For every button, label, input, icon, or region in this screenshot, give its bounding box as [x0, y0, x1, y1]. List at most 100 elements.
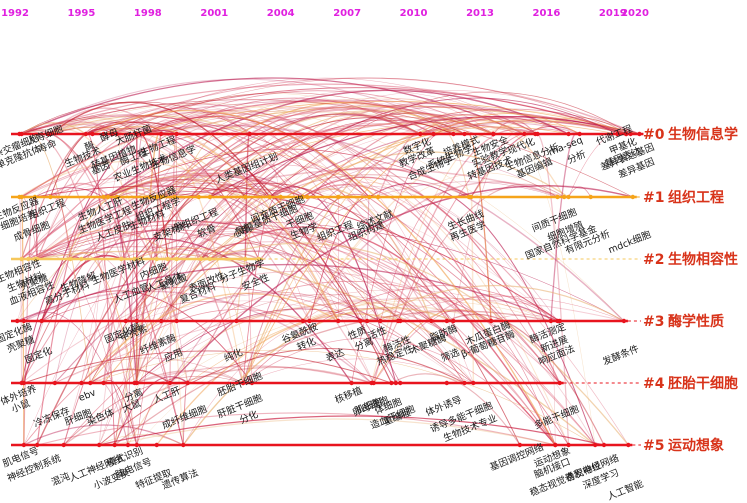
keyword-node[interactable]	[429, 318, 434, 324]
keyword-node[interactable]	[615, 131, 620, 137]
keyword-node[interactable]	[174, 131, 179, 137]
keyword-node[interactable]	[451, 318, 456, 324]
keyword-node[interactable]	[305, 194, 310, 200]
keyword-node[interactable]	[125, 442, 131, 448]
keyword-node[interactable]	[26, 256, 31, 262]
keyword-node[interactable]	[181, 442, 186, 448]
keyword-node[interactable]	[34, 442, 40, 448]
keyword-node[interactable]	[621, 318, 627, 324]
keyword-node[interactable]	[364, 318, 370, 324]
keyword-node[interactable]	[395, 318, 401, 324]
keyword-node[interactable]	[132, 256, 137, 262]
keyword-node[interactable]	[389, 380, 394, 386]
keyword-node[interactable]	[393, 380, 399, 386]
keyword-node[interactable]	[154, 256, 159, 262]
keyword-node[interactable]	[174, 256, 179, 262]
keyword-node[interactable]	[557, 318, 562, 324]
keyword-node[interactable]	[566, 442, 571, 448]
keyword-node[interactable]	[336, 194, 341, 200]
keyword-node[interactable]	[21, 318, 27, 324]
keyword-node[interactable]	[79, 256, 84, 262]
keyword-node[interactable]	[147, 194, 153, 200]
keyword-node[interactable]	[462, 380, 467, 386]
keyword-node[interactable]	[566, 194, 571, 200]
keyword-node[interactable]	[234, 318, 239, 324]
keyword-node[interactable]	[105, 194, 111, 200]
keyword-node[interactable]	[577, 131, 582, 137]
keyword-node[interactable]	[553, 442, 558, 448]
keyword-node[interactable]	[154, 442, 159, 448]
keyword-node[interactable]	[592, 442, 598, 448]
keyword-node[interactable]	[462, 131, 467, 137]
keyword-node[interactable]	[207, 256, 213, 262]
keyword-node[interactable]	[358, 318, 363, 324]
keyword-node[interactable]	[154, 194, 159, 200]
keyword-node[interactable]	[112, 442, 117, 448]
keyword-node[interactable]	[196, 194, 201, 200]
keyword-node[interactable]	[15, 318, 20, 324]
keyword-node[interactable]	[249, 380, 255, 386]
keyword-node[interactable]	[198, 256, 204, 262]
keyword-node[interactable]	[158, 131, 164, 137]
keyword-node[interactable]	[336, 318, 341, 324]
keyword-node[interactable]	[307, 318, 312, 324]
keyword-node[interactable]	[517, 442, 523, 448]
keyword-node[interactable]	[278, 194, 283, 200]
keyword-node[interactable]	[110, 131, 115, 137]
keyword-node[interactable]	[300, 194, 306, 200]
keyword-node[interactable]	[256, 256, 261, 262]
keyword-node[interactable]	[557, 380, 562, 386]
keyword-node[interactable]	[32, 194, 38, 200]
keyword-node[interactable]	[101, 131, 106, 137]
keyword-node[interactable]	[119, 256, 124, 262]
keyword-node[interactable]	[132, 380, 137, 386]
keyword-node[interactable]	[431, 131, 436, 137]
keyword-node[interactable]	[68, 256, 73, 262]
keyword-node[interactable]	[555, 194, 560, 200]
keyword-node[interactable]	[630, 194, 635, 200]
keyword-node[interactable]	[134, 442, 139, 448]
keyword-node[interactable]	[96, 442, 102, 448]
keyword-node[interactable]	[601, 442, 607, 448]
keyword-node[interactable]	[88, 380, 93, 386]
keyword-node[interactable]	[626, 442, 631, 448]
keyword-node[interactable]	[61, 442, 66, 448]
keyword-node[interactable]	[19, 194, 24, 200]
keyword-node[interactable]	[243, 194, 248, 200]
keyword-node[interactable]	[398, 380, 403, 386]
keyword-node[interactable]	[623, 131, 629, 137]
keyword-node[interactable]	[39, 318, 44, 324]
keyword-node[interactable]	[19, 256, 24, 262]
keyword-node[interactable]	[79, 380, 84, 386]
keyword-node[interactable]	[114, 131, 120, 137]
keyword-node[interactable]	[637, 131, 642, 137]
keyword-node[interactable]	[114, 194, 120, 200]
keyword-node[interactable]	[167, 380, 173, 386]
keyword-node[interactable]	[158, 318, 164, 324]
keyword-node[interactable]	[535, 131, 540, 137]
keyword-node[interactable]	[418, 131, 423, 137]
keyword-node[interactable]	[491, 131, 496, 137]
keyword-node[interactable]	[207, 194, 213, 200]
keyword-node[interactable]	[488, 318, 494, 324]
keyword-node[interactable]	[21, 442, 27, 448]
keyword-node[interactable]	[123, 318, 128, 324]
keyword-node[interactable]	[90, 131, 95, 137]
keyword-node[interactable]	[566, 131, 571, 137]
keyword-node[interactable]	[522, 131, 527, 137]
keyword-node[interactable]	[101, 380, 106, 386]
keyword-node[interactable]	[240, 380, 246, 386]
keyword-node[interactable]	[165, 256, 170, 262]
keyword-node[interactable]	[300, 318, 306, 324]
keyword-node[interactable]	[375, 194, 381, 200]
keyword-node[interactable]	[134, 318, 139, 324]
keyword-node[interactable]	[471, 380, 476, 386]
keyword-node[interactable]	[561, 194, 567, 200]
keyword-node[interactable]	[158, 194, 164, 200]
keyword-node[interactable]	[141, 131, 146, 137]
keyword-node[interactable]	[101, 194, 106, 200]
keyword-node[interactable]	[185, 380, 190, 386]
keyword-node[interactable]	[444, 318, 449, 324]
keyword-node[interactable]	[83, 131, 89, 137]
keyword-node[interactable]	[588, 194, 593, 200]
